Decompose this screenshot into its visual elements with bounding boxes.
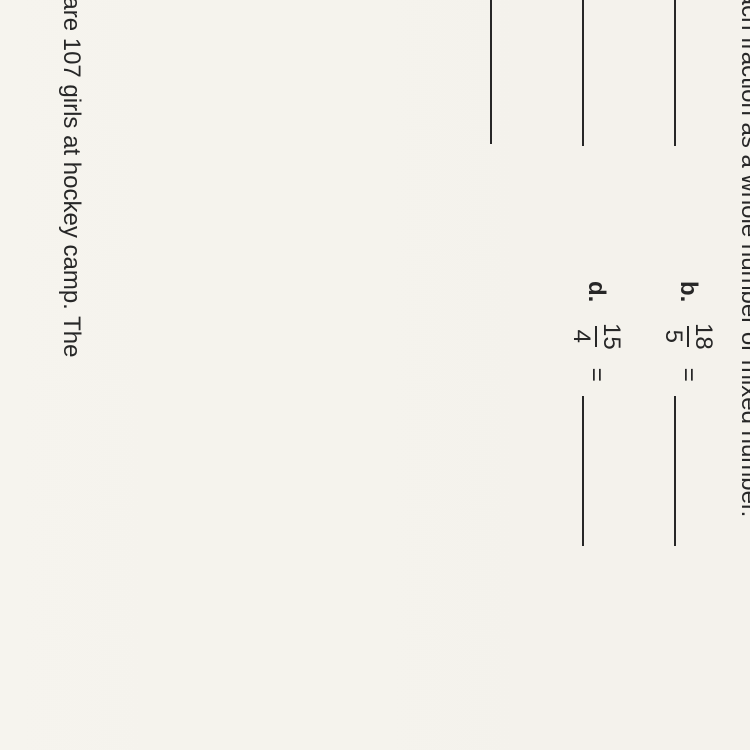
item-label: d.	[582, 281, 610, 305]
answer-blank[interactable]	[674, 0, 700, 146]
item-b: b. 18 5 =	[661, 281, 715, 641]
question-prompt: Rename each fraction as a whole number o…	[733, 0, 750, 517]
answer-blank[interactable]	[582, 0, 608, 146]
equals-sign: =	[582, 368, 610, 382]
item-d: d. 15 4 =	[569, 281, 623, 641]
item-label: b.	[674, 281, 702, 305]
denominator: 5	[661, 326, 689, 347]
question-1-header: 1 Rename each fraction as a whole number…	[733, 0, 750, 750]
denominator: 4	[569, 326, 597, 347]
answer-blank[interactable]	[674, 396, 700, 546]
fraction: 15 4	[569, 319, 623, 354]
fraction-items-grid: a. 24 8 = b. 18 5 = c. 21	[477, 0, 715, 750]
question-block: 1 Rename each fraction as a whole number…	[477, 0, 750, 750]
question-3-header: 3 There are 107 girls at hockey camp. Th…	[53, 0, 85, 357]
numerator: 18	[689, 319, 715, 354]
answer-blank[interactable]	[582, 396, 608, 546]
worksheet-page: Math Boxes 1 Rename each fraction as a w…	[0, 0, 750, 750]
item-a: a. 24 8 =	[661, 0, 715, 241]
item-c: c. 21 6 =	[569, 0, 623, 241]
question-3-partial-text: There are 107 girls at hockey camp. The	[57, 0, 85, 357]
answer-blank[interactable]	[490, 0, 516, 144]
fraction: 18 5	[661, 319, 715, 354]
equals-sign: =	[674, 368, 702, 382]
numerator: 15	[597, 319, 623, 354]
item-e: e. 11 3 =	[477, 0, 531, 241]
